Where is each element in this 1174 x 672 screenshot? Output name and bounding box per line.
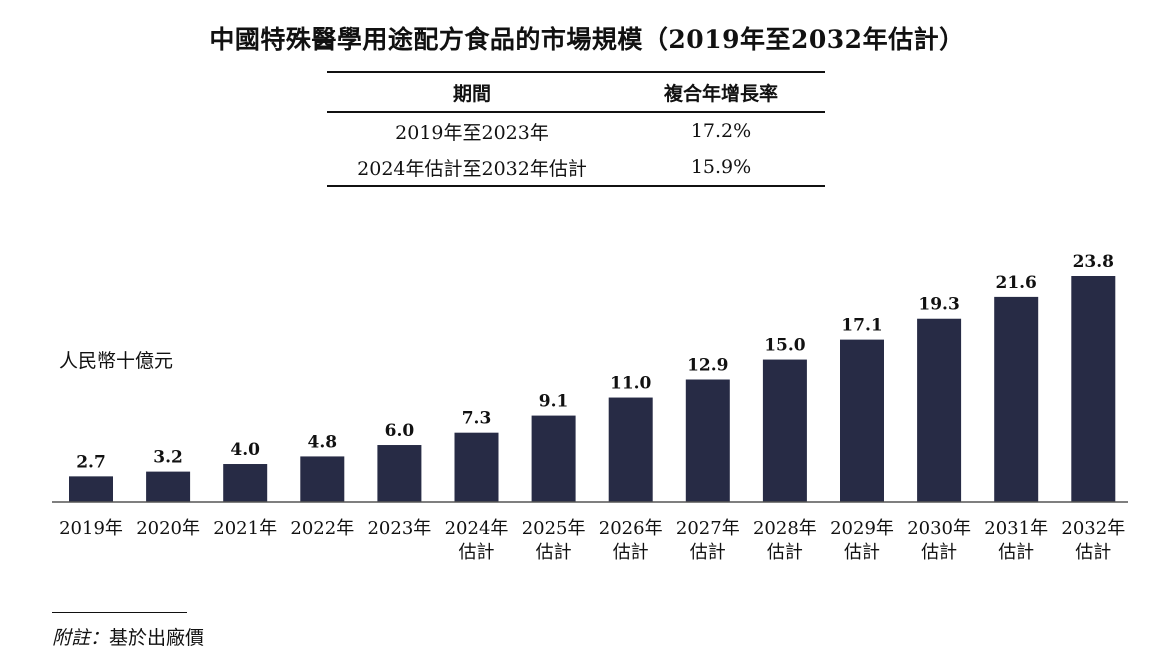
x-tick-label: 2028年 xyxy=(753,518,817,539)
footnote-label: 附註： xyxy=(52,627,110,649)
data-label: 4.8 xyxy=(308,432,338,452)
bar xyxy=(1071,276,1116,502)
data-label: 17.1 xyxy=(841,316,882,336)
bar xyxy=(69,476,113,502)
data-label: 19.3 xyxy=(918,295,959,315)
x-tick-label: 2024年 xyxy=(445,518,509,539)
data-label: 7.3 xyxy=(462,409,492,429)
x-tick-label: 2025年 xyxy=(522,518,586,539)
cagr-table: 期間 複合年增長率 2019年至2023年 17.2% 2024年估計至2032… xyxy=(327,71,825,187)
x-tick-label: 2019年 xyxy=(59,518,123,539)
cagr-rate-cell: 17.2% xyxy=(690,120,752,142)
bar xyxy=(223,464,268,502)
data-label: 12.9 xyxy=(687,356,728,376)
unit-label: 人民幣十億元 xyxy=(59,350,174,372)
x-tick-label: 2026年 xyxy=(599,518,663,539)
bar xyxy=(917,318,962,502)
bar xyxy=(531,415,576,502)
x-tick-label: 2022年 xyxy=(290,518,354,539)
x-tick-label: 2029年 xyxy=(830,518,894,539)
chart-title: 中國特殊醫學用途配方食品的市場規模（2019年至2032年估計） xyxy=(209,25,965,54)
cagr-period-cell: 2024年估計至2032年估計 xyxy=(327,149,617,187)
x-tick-label: 估計 xyxy=(767,542,803,563)
cagr-rate-cell: 15.9% xyxy=(617,149,825,187)
cagr-table-header-row: 期間 複合年增長率 xyxy=(327,71,825,113)
x-tick-label: 2032年 xyxy=(1061,518,1125,539)
bar xyxy=(377,445,422,502)
data-label: 23.8 xyxy=(1073,252,1114,272)
data-label: 3.2 xyxy=(153,448,183,468)
bar xyxy=(685,379,730,502)
cagr-header-period: 期間 xyxy=(327,71,617,113)
cagr-header-rate: 複合年增長率 xyxy=(617,71,825,113)
cagr-table-row: 2019年至2023年 17.2% xyxy=(327,112,825,149)
x-tick-label: 估計 xyxy=(998,542,1034,563)
bar xyxy=(300,456,345,502)
data-label: 6.0 xyxy=(385,421,415,441)
bar xyxy=(994,296,1039,502)
x-tick-label: 2020年 xyxy=(136,518,200,539)
x-tick-label: 2027年 xyxy=(676,518,740,539)
footnote-text: 基於出廠價 xyxy=(109,627,205,649)
x-tick-label: 估計 xyxy=(613,542,649,563)
bar xyxy=(762,359,807,502)
bar xyxy=(454,432,499,502)
data-label: 9.1 xyxy=(539,392,569,412)
x-tick-label: 估計 xyxy=(1075,542,1111,563)
x-tick-label: 估計 xyxy=(844,542,880,563)
cagr-period-cell: 2019年至2023年 xyxy=(395,121,549,144)
x-tick-label: 2031年 xyxy=(984,518,1048,539)
data-label: 11.0 xyxy=(610,374,652,394)
data-label: 2.7 xyxy=(76,452,106,472)
bar xyxy=(146,471,191,502)
bar xyxy=(608,397,653,502)
footnote: 附註：基於出廠價 xyxy=(52,623,204,650)
x-tick-label: 估計 xyxy=(536,542,572,563)
x-tick-label: 估計 xyxy=(921,542,957,563)
footnote-divider xyxy=(52,612,187,613)
x-tick-label: 2021年 xyxy=(213,518,277,539)
cagr-table-row: 2024年估計至2032年估計 15.9% xyxy=(327,149,825,187)
data-label: 15.0 xyxy=(764,336,806,356)
x-tick-label: 估計 xyxy=(459,542,495,563)
bar xyxy=(840,339,884,502)
data-label: 4.0 xyxy=(230,440,260,460)
x-tick-label: 估計 xyxy=(690,542,726,563)
data-label: 21.6 xyxy=(995,273,1036,293)
x-tick-label: 2023年 xyxy=(367,518,431,539)
x-tick-label: 2030年 xyxy=(907,518,971,539)
